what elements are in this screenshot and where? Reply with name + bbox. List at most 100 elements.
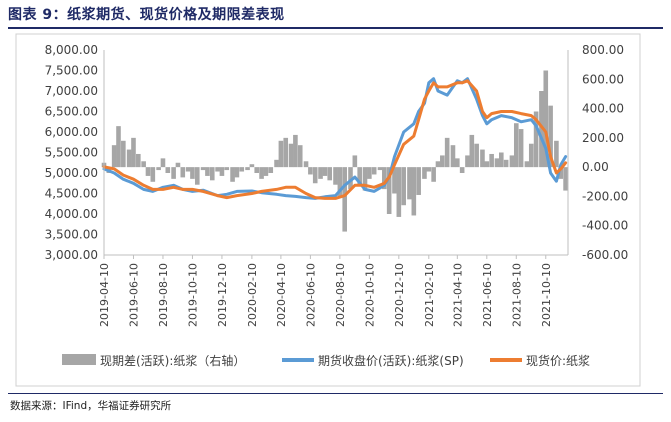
basis-bar — [396, 167, 402, 217]
left-tick-label: 7,000.00 — [45, 84, 98, 98]
right-tick-label: 800.00 — [582, 43, 624, 57]
basis-bar — [357, 167, 362, 185]
x-tick-label: 2020-12-10 — [393, 263, 406, 327]
basis-bar — [377, 167, 383, 171]
left-tick-label: 4,500.00 — [45, 187, 98, 201]
right-tick-label: 400.00 — [582, 102, 624, 116]
basis-bar — [539, 91, 544, 168]
basis-bar — [528, 143, 534, 168]
basis-bar — [484, 161, 490, 168]
basis-bar — [318, 167, 323, 179]
basis-bar — [136, 153, 141, 168]
basis-bar — [474, 143, 479, 168]
basis-bar — [141, 161, 146, 168]
basis-bar — [444, 137, 450, 168]
basis-bar — [435, 161, 441, 168]
basis-bar — [312, 167, 318, 184]
basis-bar — [465, 155, 470, 168]
basis-bar — [116, 126, 121, 168]
left-tick-label: 7,500.00 — [45, 64, 98, 78]
x-tick-label: 2021-08-10 — [510, 263, 523, 327]
basis-bar — [348, 167, 353, 190]
basis-bar — [111, 145, 117, 168]
basis-bar — [392, 167, 397, 194]
legend-item-futures: 期货收盘价(活跃):纸浆(SP) — [282, 353, 464, 368]
basis-bar — [205, 167, 210, 176]
basis-bar — [459, 167, 465, 173]
basis-bar — [333, 167, 338, 185]
x-axis: 2019-04-10 2019-06-10 2019-08-10 2019-10-10… — [98, 254, 568, 327]
basis-bar — [308, 167, 313, 175]
basis-bar — [297, 145, 303, 168]
basis-bar — [382, 167, 387, 190]
basis-bar — [322, 167, 328, 176]
basis-bar — [209, 167, 215, 181]
basis-bar — [259, 167, 264, 179]
basis-bar — [165, 167, 171, 173]
right-tick-label: 600.00 — [582, 72, 624, 86]
basis-bar — [249, 164, 255, 168]
basis-bar — [518, 129, 524, 168]
left-tick-label: 8,000.00 — [45, 43, 98, 57]
left-tick-label: 5,500.00 — [45, 146, 98, 160]
basis-bar — [126, 149, 132, 168]
basis-bar — [245, 167, 250, 171]
basis-bar — [440, 155, 445, 168]
basis-bar — [156, 167, 161, 171]
basis-bar — [533, 111, 539, 168]
x-tick-label: 2020-04-10 — [275, 263, 288, 327]
right-tick-label: -400.00 — [582, 219, 628, 233]
futures-line — [102, 77, 568, 200]
basis-bar — [407, 167, 412, 200]
basis-bar — [371, 167, 377, 175]
basis-bar — [411, 167, 417, 216]
basis-bar — [362, 167, 368, 191]
x-tick-label: 2021-04-10 — [451, 263, 464, 327]
legend-label: 现货价:纸浆 — [526, 353, 590, 368]
right-axis: 800.00 600.00 400.00 200.00 0.00 -200.00 -400.… — [567, 43, 628, 262]
basis-bar — [455, 158, 460, 168]
left-axis: 8,000.00 7,500.00 7,000.00 6,500.00 6,000.00… — [45, 43, 105, 262]
price-lines — [102, 77, 568, 200]
left-tick-label: 3,000.00 — [45, 248, 98, 262]
basis-bar — [180, 167, 186, 178]
basis-bar — [121, 140, 126, 168]
basis-bar — [171, 167, 176, 179]
x-tick-label: 2019-12-10 — [216, 263, 229, 327]
left-tick-label: 4,000.00 — [45, 207, 98, 221]
left-tick-label: 5,000.00 — [45, 166, 98, 180]
basis-bar — [263, 167, 269, 176]
basis-bar — [401, 167, 406, 206]
basis-bar — [494, 158, 500, 168]
basis-bar — [513, 123, 519, 168]
basis-bar — [239, 167, 245, 172]
spot-line — [102, 79, 568, 200]
basis-bar — [327, 167, 333, 181]
basis-bar — [352, 155, 358, 168]
basis-bar — [185, 167, 191, 172]
x-tick-label: 2020-08-10 — [334, 263, 347, 327]
right-tick-label: 200.00 — [582, 131, 624, 145]
basis-bar — [422, 167, 427, 179]
basis-bar — [503, 159, 509, 168]
x-tick-label: 2021-10-10 — [540, 263, 553, 327]
left-tick-label: 6,500.00 — [45, 105, 98, 119]
basis-bar — [416, 167, 421, 195]
basis-bar — [200, 167, 206, 171]
basis-bar — [230, 167, 235, 182]
basis-bar — [563, 167, 568, 191]
basis-bar — [145, 167, 151, 176]
left-tick-label: 6,000.00 — [45, 125, 98, 139]
basis-bars — [101, 70, 568, 232]
basis-bar — [215, 167, 220, 172]
basis-bar — [386, 167, 392, 214]
basis-bar — [224, 167, 230, 171]
basis-bar — [499, 152, 504, 168]
basis-bar — [367, 167, 372, 179]
x-tick-label: 2019-04-10 — [98, 263, 111, 327]
x-tick-label: 2019-10-10 — [186, 263, 199, 327]
basis-bar — [558, 167, 564, 179]
left-tick-label: 3,500.00 — [45, 228, 98, 242]
basis-bar — [283, 137, 289, 168]
basis-bar — [278, 140, 284, 168]
